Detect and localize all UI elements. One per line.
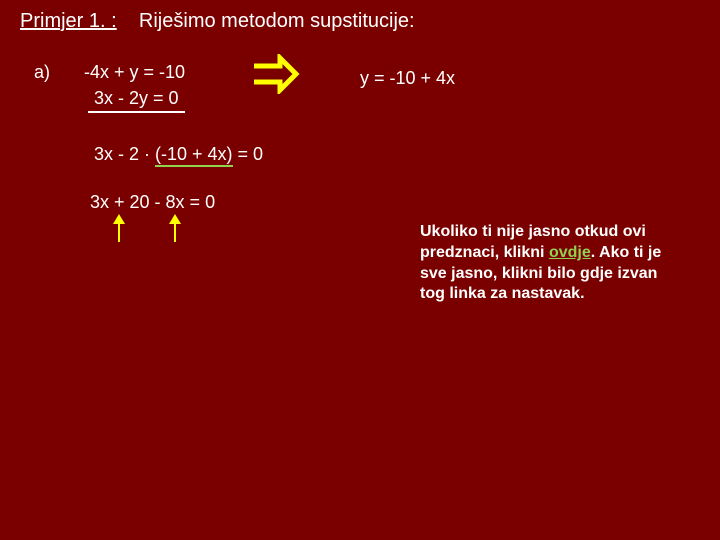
note-link[interactable]: ovdje [549, 244, 591, 261]
equation-2: 3x - 2y = 0 [88, 88, 185, 113]
up-arrow-icon-2 [160, 214, 190, 244]
equation-3: 3x - 2 · (-10 + 4x) = 0 [94, 144, 263, 165]
item-label-a: a) [34, 62, 50, 83]
title-rest: Riješimo metodom supstitucije: [139, 10, 415, 32]
up-arrow-icon-1 [104, 214, 134, 244]
equation-1: -4x + y = -10 [84, 62, 185, 83]
eq3-substituted: (-10 + 4x) [155, 144, 233, 167]
equation-4: 3x + 20 - 8x = 0 [90, 192, 215, 213]
slide-title: Primjer 1. : Riješimo metodom supstituci… [20, 10, 415, 33]
title-prefix: Primjer 1. : [20, 10, 117, 32]
eq3-post: = 0 [233, 144, 264, 164]
implies-arrow-icon [250, 54, 300, 94]
eq3-pre: 3x - 2 · [94, 144, 155, 164]
hint-note: Ukoliko ti nije jasno otkud ovi predznac… [420, 222, 680, 305]
derived-y: y = -10 + 4x [360, 68, 455, 89]
